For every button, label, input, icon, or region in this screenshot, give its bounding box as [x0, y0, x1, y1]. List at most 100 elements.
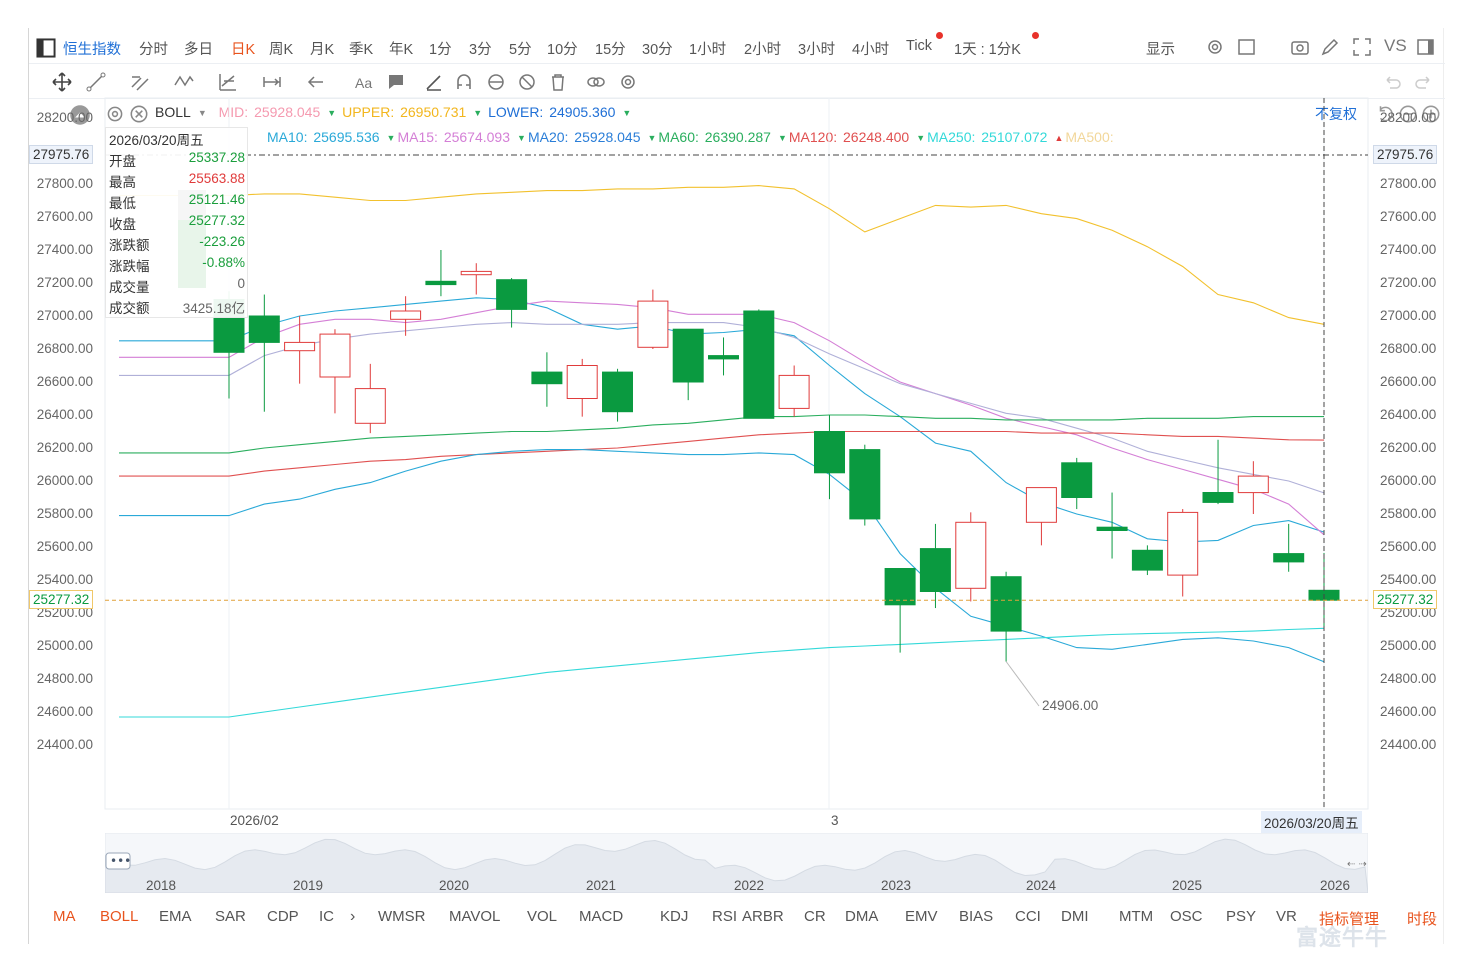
- indicator-dma[interactable]: DMA: [845, 908, 879, 925]
- hide-drawing-icon[interactable]: [516, 71, 538, 93]
- indicator-emv[interactable]: EMV: [905, 908, 938, 925]
- zoom-out-icon[interactable]: [1397, 103, 1417, 123]
- indicator-cci[interactable]: CCI: [1015, 908, 1041, 925]
- boll-name[interactable]: BOLL: [155, 104, 191, 120]
- indicator-psy[interactable]: PSY: [1226, 908, 1257, 925]
- candlestick-chart[interactable]: [29, 28, 1445, 908]
- camera-icon[interactable]: [1289, 36, 1311, 58]
- period-15[interactable]: 3小时: [798, 42, 836, 58]
- indicator-mavol[interactable]: MAVOL: [449, 908, 501, 925]
- zoom-in-icon[interactable]: [1420, 103, 1440, 123]
- boll-lower-label: LOWER:: [488, 104, 544, 120]
- period-8[interactable]: 3分: [469, 42, 492, 58]
- tool-settings-icon[interactable]: [617, 71, 639, 93]
- indicator-rsi[interactable]: RSI: [712, 908, 738, 925]
- period-9[interactable]: 5分: [509, 42, 532, 58]
- indicator-macd[interactable]: MACD: [579, 908, 624, 925]
- ma-label-1: MA15:: [397, 129, 438, 145]
- indicator-ema[interactable]: EMA: [159, 908, 192, 925]
- indicator-mtm[interactable]: MTM: [1119, 908, 1154, 925]
- brush-tool-icon[interactable]: [423, 71, 445, 93]
- indicator-scroll-icon[interactable]: ›: [350, 908, 356, 925]
- magnet-icon[interactable]: [453, 71, 475, 93]
- indicator-ma[interactable]: MA: [53, 908, 76, 925]
- candle-10: [566, 358, 598, 417]
- period-5[interactable]: 季K: [349, 42, 374, 58]
- indicator-cdp[interactable]: CDP: [267, 908, 299, 925]
- period-12[interactable]: 30分: [642, 42, 673, 58]
- settings-icon[interactable]: [1204, 36, 1226, 58]
- indicator-boll[interactable]: BOLL: [100, 908, 139, 925]
- lock-drawing-icon[interactable]: [485, 71, 507, 93]
- indicator-vol[interactable]: VOL: [527, 908, 558, 925]
- panel-toggle-icon[interactable]: [1415, 36, 1437, 58]
- session-button[interactable]: 时段: [1407, 911, 1438, 928]
- indicator-kdj[interactable]: KDJ: [660, 908, 689, 925]
- reset-icon[interactable]: [1375, 103, 1395, 123]
- tick-notice-dot: [936, 32, 943, 39]
- indicator-vr[interactable]: VR: [1276, 908, 1297, 925]
- indicator-cr[interactable]: CR: [804, 908, 826, 925]
- indicator-arbr[interactable]: ARBR: [742, 908, 784, 925]
- measure-tool-icon[interactable]: [261, 71, 283, 93]
- candle-25: [1096, 492, 1128, 559]
- note-tool-icon[interactable]: [385, 71, 407, 93]
- undo-icon[interactable]: [1381, 71, 1403, 93]
- y-tick-right-17: 24800.00: [1380, 671, 1437, 686]
- indicator-settings-icon[interactable]: [104, 103, 124, 123]
- trash-icon[interactable]: [547, 71, 569, 93]
- sidebar-toggle-icon[interactable]: [35, 37, 56, 58]
- period-10[interactable]: 10分: [547, 42, 578, 58]
- y-tick-left-7: 26800.00: [36, 341, 93, 356]
- period-6[interactable]: 年K: [389, 42, 414, 58]
- period-3[interactable]: 周K: [269, 42, 294, 58]
- y-tick-right-16: 25000.00: [1380, 638, 1437, 653]
- indicator-wmsr[interactable]: WMSR: [378, 908, 426, 925]
- collapse-icon[interactable]: [69, 104, 90, 125]
- pen-icon[interactable]: [1319, 36, 1341, 58]
- navigator-handle[interactable]: [105, 852, 131, 870]
- channel-tool-icon[interactable]: [129, 71, 151, 93]
- index-title[interactable]: 恒生指数: [63, 42, 121, 58]
- time-navigator[interactable]: ••• ⇠ ⇢: [105, 833, 1368, 893]
- line-tool-icon[interactable]: [85, 71, 107, 93]
- indicator-close-icon[interactable]: [128, 103, 148, 123]
- period-13[interactable]: 1小时: [689, 42, 727, 58]
- fullscreen-icon[interactable]: [1351, 36, 1373, 58]
- ma-arrow-0: ▼: [386, 133, 396, 143]
- layout-icon[interactable]: [1236, 36, 1258, 58]
- ma-arrow-3: ▼: [777, 133, 787, 143]
- period-2[interactable]: 日K: [231, 42, 256, 58]
- indicator-ic[interactable]: IC: [319, 908, 334, 925]
- link-icon[interactable]: [585, 71, 607, 93]
- period-11[interactable]: 15分: [595, 42, 626, 58]
- indicator-manage-button[interactable]: 指标管理: [1319, 911, 1380, 928]
- ma-arrow-4: ▼: [916, 133, 926, 143]
- text-tool-icon[interactable]: Aa: [353, 71, 375, 93]
- redo-icon[interactable]: [1413, 71, 1435, 93]
- indicator-osc[interactable]: OSC: [1170, 908, 1203, 925]
- range-selector[interactable]: 1天 : 1分K: [954, 42, 1021, 58]
- y-tick-right-18: 24600.00: [1380, 704, 1437, 719]
- period-4[interactable]: 月K: [310, 42, 335, 58]
- y-tick-left-11: 26000.00: [36, 473, 93, 488]
- period-17[interactable]: Tick: [906, 38, 933, 54]
- fuquan-selector[interactable]: 不复权: [1315, 106, 1357, 122]
- period-16[interactable]: 4小时: [852, 42, 890, 58]
- period-14[interactable]: 2小时: [744, 42, 782, 58]
- y-tick-left-5: 27200.00: [36, 275, 93, 290]
- period-7[interactable]: 1分: [429, 42, 452, 58]
- indicator-dmi[interactable]: DMI: [1061, 908, 1089, 925]
- period-1[interactable]: 多日: [184, 42, 213, 58]
- indicator-sar[interactable]: SAR: [215, 908, 246, 925]
- current-price-left: 25277.32: [29, 590, 94, 610]
- wave-tool-icon[interactable]: [173, 71, 195, 93]
- period-0[interactable]: 分时: [139, 42, 168, 58]
- move-icon[interactable]: [51, 71, 73, 93]
- display-dropdown[interactable]: 显示: [1146, 42, 1175, 58]
- compare-button[interactable]: VS: [1384, 36, 1407, 55]
- nav-year-6: 2024: [1026, 878, 1057, 893]
- fib-tool-icon[interactable]: [217, 71, 239, 93]
- arrow-tool-icon[interactable]: [305, 71, 327, 93]
- indicator-bias[interactable]: BIAS: [959, 908, 994, 925]
